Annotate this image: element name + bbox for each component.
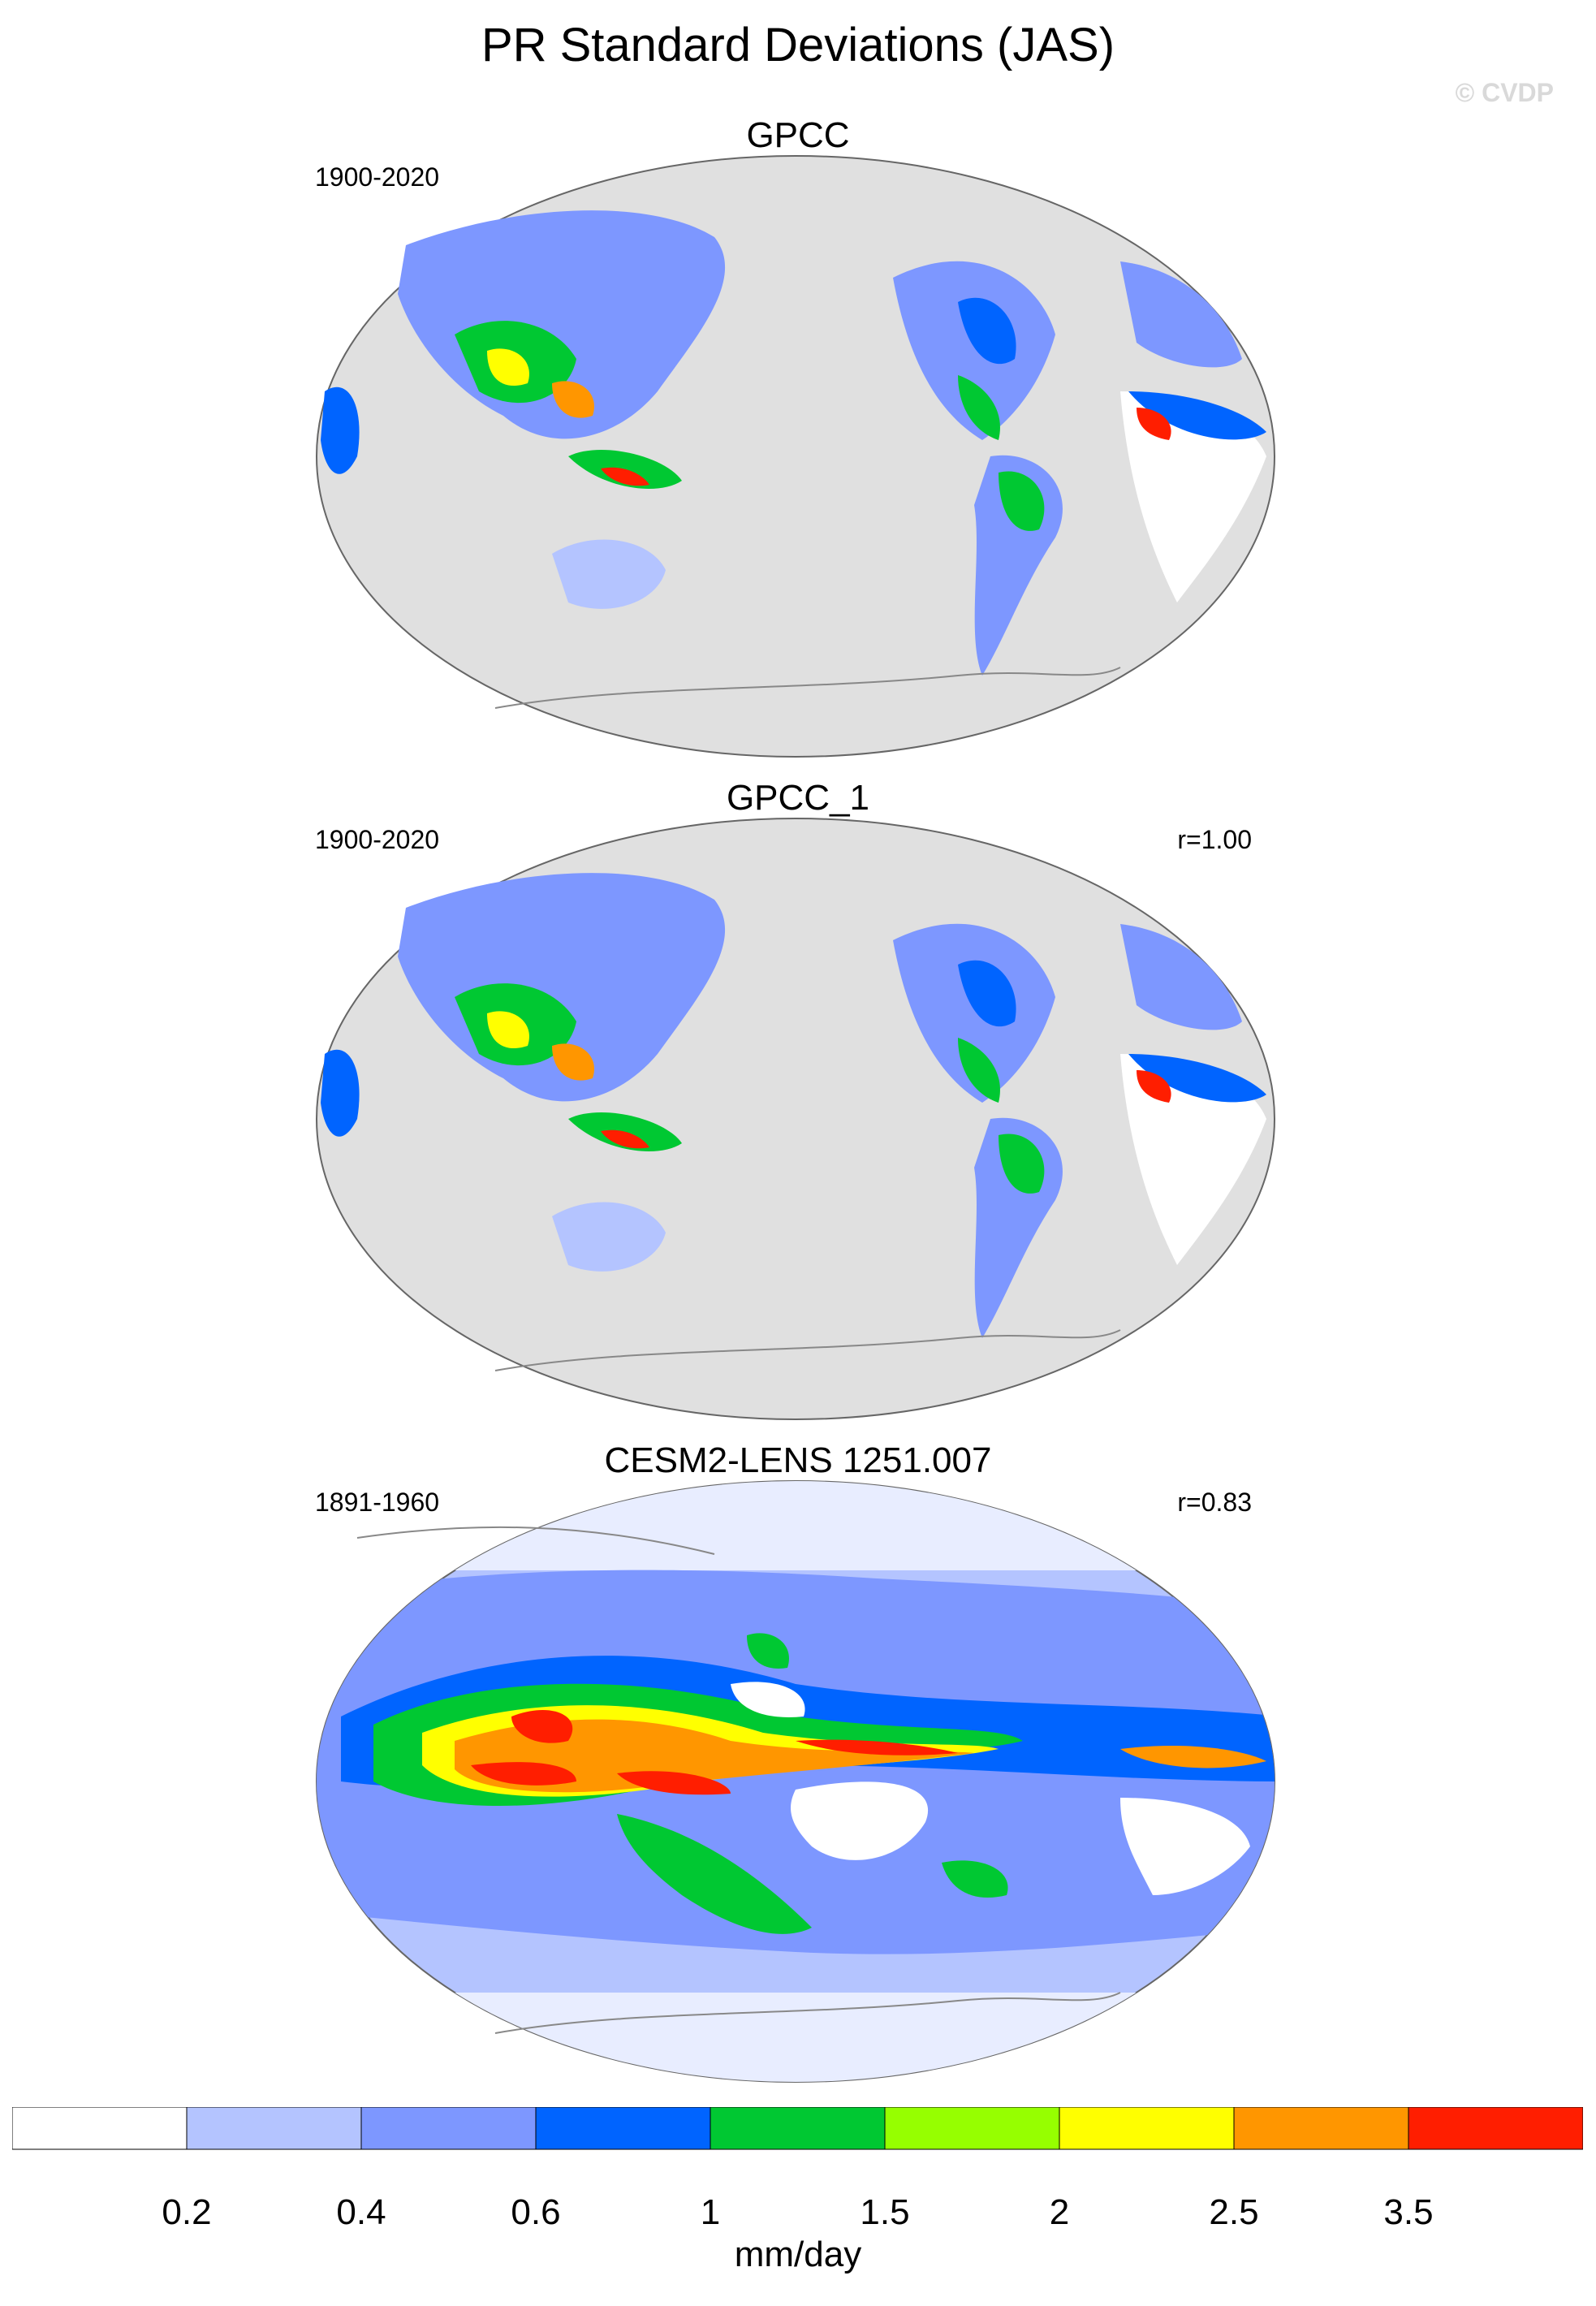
- colorbar-units: mm/day: [734, 2235, 862, 2274]
- copyright-label: © CVDP: [1455, 78, 1554, 107]
- colorbar-swatch: [1408, 2107, 1583, 2150]
- map-panel-cesm2-lens: CESM2-LENS 1251.007 1891-1960 r=0.83: [0, 1440, 1596, 2090]
- map-robinson-cesm2-lens: [316, 1480, 1275, 2083]
- panel-title: GPCC_1: [726, 778, 870, 818]
- period-label: 1900-2020: [315, 825, 440, 854]
- colorbar-tick-label: 2.5: [1209, 2192, 1259, 2232]
- colorbar: [12, 2107, 1583, 2150]
- correlation-label: r=1.00: [1177, 825, 1252, 854]
- colorbar-tick-label: 2: [1049, 2192, 1070, 2232]
- colorbar-tick-label: 1: [700, 2192, 721, 2232]
- map-robinson-gpcc: [316, 155, 1275, 758]
- period-label: 1891-1960: [315, 1488, 440, 1517]
- colorbar-swatch: [710, 2107, 886, 2150]
- colorbar-swatch: [535, 2107, 711, 2150]
- colorbar-swatch: [360, 2107, 537, 2150]
- panel-title: CESM2-LENS 1251.007: [604, 1440, 992, 1480]
- colorbar-tick-label: 0.4: [336, 2192, 386, 2232]
- panel-title: GPCC: [746, 115, 850, 155]
- map-panel-gpcc: GPCC 1900-2020: [0, 115, 1596, 765]
- colorbar-swatch: [186, 2107, 362, 2150]
- map-panel-gpcc-1: GPCC_1 1900-2020 r=1.00: [0, 778, 1596, 1427]
- period-label: 1900-2020: [315, 162, 440, 192]
- colorbar-swatch: [1233, 2107, 1409, 2150]
- colorbar-swatch: [884, 2107, 1060, 2150]
- colorbar-labels: 0.2 0.4 0.6 1 1.5 2 2.5 3.5: [12, 2192, 1583, 2241]
- colorbar-swatch: [1059, 2107, 1235, 2150]
- colorbar-tick-label: 0.6: [511, 2192, 561, 2232]
- map-robinson-gpcc-1: [316, 818, 1275, 1420]
- colorbar-tick-label: 0.2: [162, 2192, 212, 2232]
- colorbar-tick-label: 3.5: [1383, 2192, 1434, 2232]
- correlation-label: r=0.83: [1177, 1488, 1252, 1517]
- colorbar-swatch: [12, 2107, 188, 2150]
- colorbar-tick-label: 1.5: [860, 2192, 910, 2232]
- figure-title: PR Standard Deviations (JAS): [481, 19, 1115, 71]
